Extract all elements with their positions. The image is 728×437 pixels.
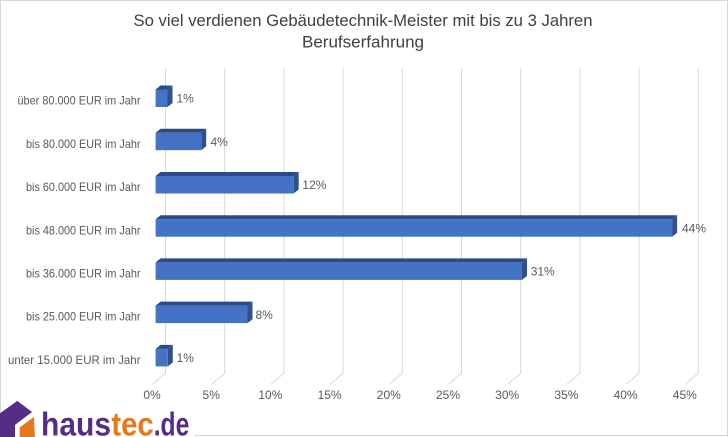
svg-text:bis 80.000 EUR im Jahr: bis 80.000 EUR im Jahr: [26, 137, 141, 151]
svg-text:31%: 31%: [531, 265, 555, 279]
svg-text:bis 60.000 EUR im Jahr: bis 60.000 EUR im Jahr: [26, 180, 141, 194]
svg-text:10%: 10%: [258, 388, 282, 402]
svg-text:40%: 40%: [614, 388, 638, 402]
svg-text:44%: 44%: [682, 221, 706, 235]
svg-text:15%: 15%: [318, 388, 342, 402]
svg-text:Berufserfahrung: Berufserfahrung: [302, 33, 424, 52]
svg-text:.de: .de: [154, 406, 190, 437]
svg-text:0%: 0%: [143, 388, 161, 402]
svg-text:1%: 1%: [177, 351, 195, 365]
svg-text:5%: 5%: [203, 388, 221, 402]
svg-text:unter 15.000 EUR im Jahr: unter 15.000 EUR im Jahr: [8, 353, 141, 367]
svg-text:20%: 20%: [377, 388, 401, 402]
svg-text:haus: haus: [41, 406, 111, 437]
svg-text:45%: 45%: [673, 388, 697, 402]
svg-text:bis 36.000 EUR im Jahr: bis 36.000 EUR im Jahr: [26, 267, 141, 281]
svg-text:35%: 35%: [554, 388, 578, 402]
svg-text:über 80.000 EUR im Jahr: über 80.000 EUR im Jahr: [18, 94, 141, 108]
svg-text:12%: 12%: [302, 178, 326, 192]
svg-text:4%: 4%: [211, 135, 229, 149]
svg-text:bis 25.000 EUR im Jahr: bis 25.000 EUR im Jahr: [26, 310, 141, 324]
svg-text:8%: 8%: [256, 308, 274, 322]
svg-text:30%: 30%: [495, 388, 519, 402]
svg-text:1%: 1%: [177, 92, 195, 106]
svg-text:So viel verdienen Gebäudetechn: So viel verdienen Gebäudetechnik-Meister…: [134, 11, 593, 30]
svg-text:bis 48.000 EUR im Jahr: bis 48.000 EUR im Jahr: [26, 223, 141, 237]
svg-text:tec: tec: [111, 406, 153, 437]
svg-text:25%: 25%: [436, 388, 460, 402]
